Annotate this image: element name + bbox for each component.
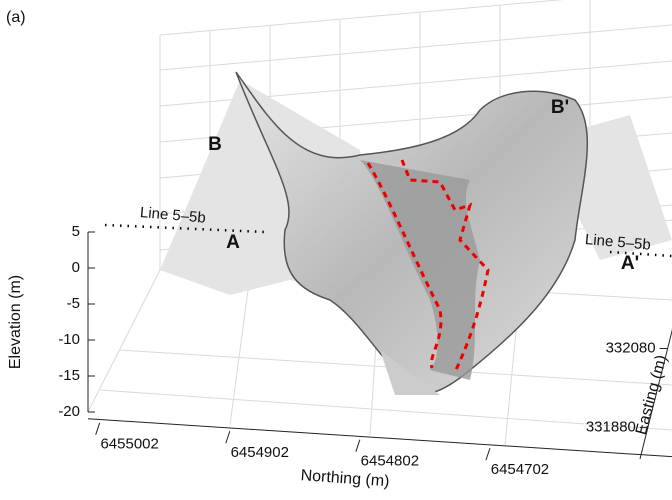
annotation: A xyxy=(226,232,240,253)
x-tick-label: 6454802 xyxy=(361,453,419,470)
z-tick-label: 0 xyxy=(72,259,80,276)
z-tick-label: -15 xyxy=(58,367,80,384)
y-tick-label: 332080 xyxy=(606,339,656,356)
x-tick-label: 6455002 xyxy=(100,436,158,453)
x-tick xyxy=(225,431,231,444)
x-axis xyxy=(87,418,672,458)
x-tick xyxy=(95,422,101,435)
y-axis xyxy=(639,328,672,460)
terrain xyxy=(160,71,672,395)
x-tick xyxy=(355,439,361,452)
x-tick xyxy=(485,447,491,461)
annotation: Line 5–5b xyxy=(584,231,651,254)
z-axis-label: Elevation (m) xyxy=(7,275,24,369)
z-tick-label: 5 xyxy=(72,223,80,240)
y-axis-label: Easting (m) xyxy=(633,353,671,436)
annotation: Line 5–5b xyxy=(139,204,206,227)
z-tick-label: -5 xyxy=(67,295,80,312)
z-tick-label: -10 xyxy=(58,331,80,348)
z-tick-label: -20 xyxy=(58,403,80,420)
y-tick-label: 331880 xyxy=(586,418,636,435)
x-tick-label: 6454902 xyxy=(231,444,289,461)
x-axis-label: Northing (m) xyxy=(300,467,390,490)
x-tick-label: 6454702 xyxy=(491,461,549,478)
panel-label: (a) xyxy=(6,9,26,26)
annotation: B xyxy=(208,134,222,155)
annotation: B' xyxy=(551,97,569,118)
annotation: A' xyxy=(621,253,639,274)
survey-line xyxy=(609,250,672,258)
